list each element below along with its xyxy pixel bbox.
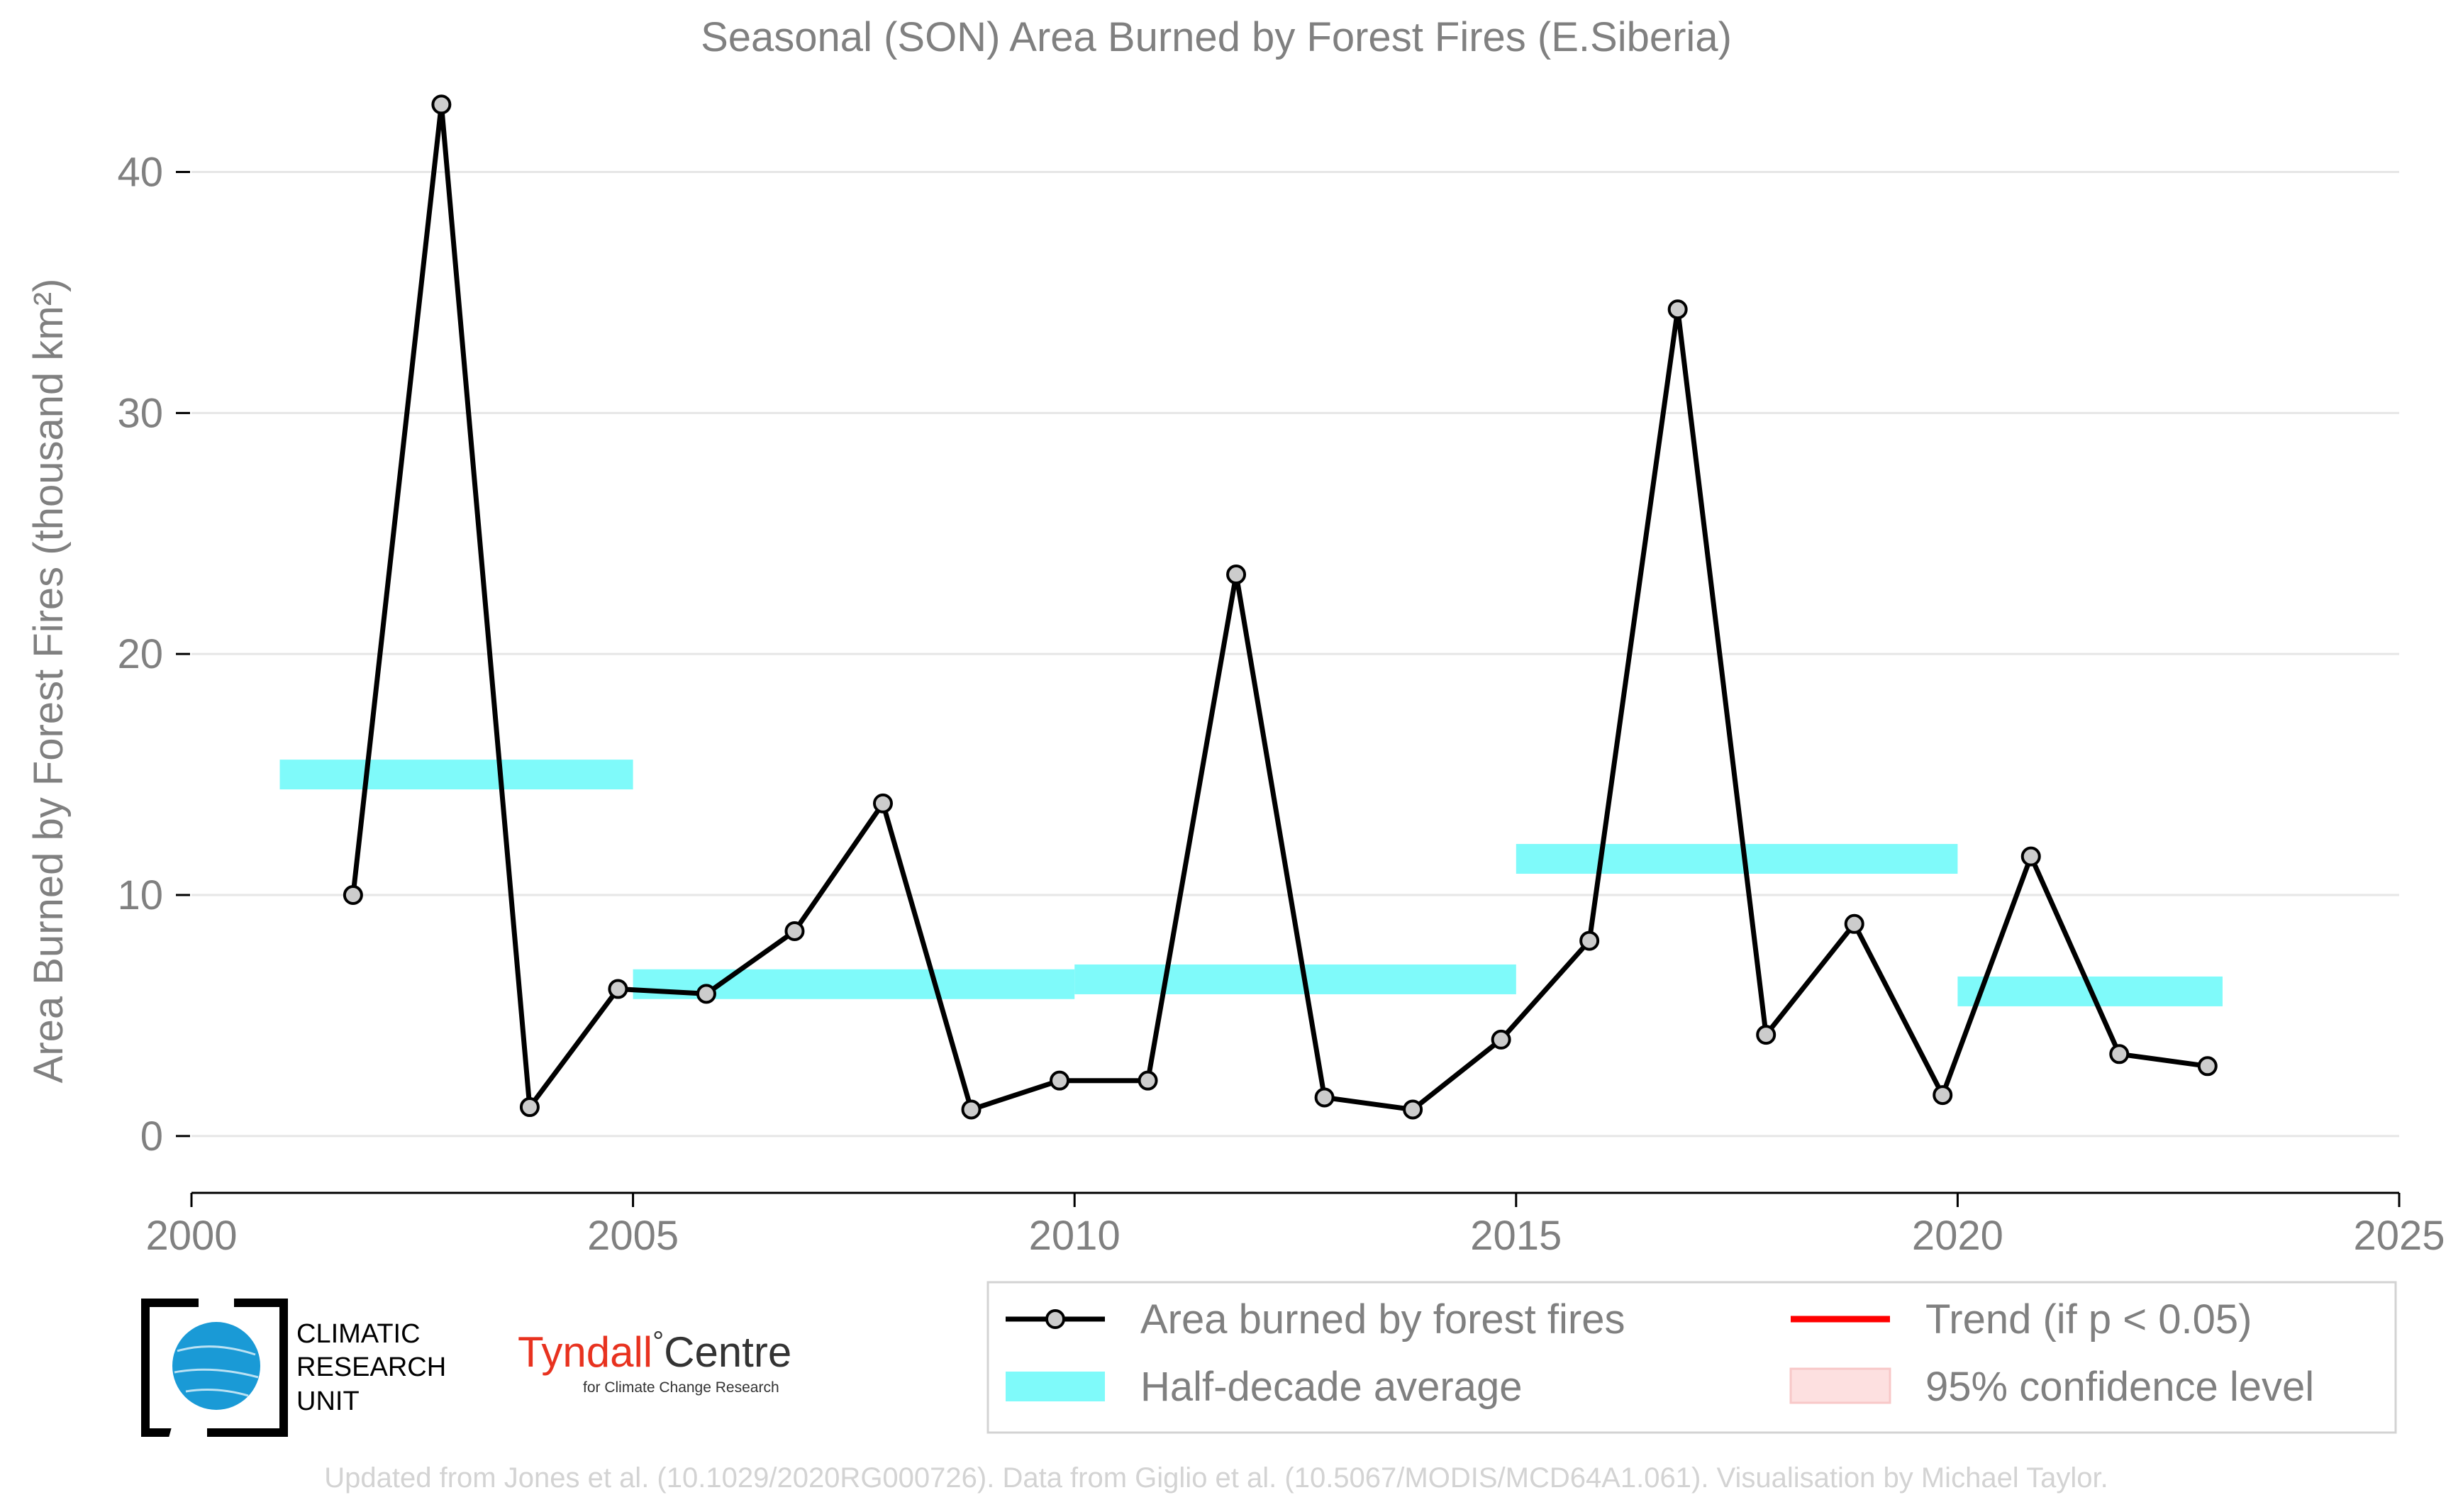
y-tick-label-30: 30 [117, 390, 163, 436]
y-tick-label-10: 10 [117, 872, 163, 918]
data-point-4 [696, 984, 716, 1004]
series-line-area-burned [350, 101, 2208, 1112]
legend-marker-swatch [1045, 1309, 1065, 1329]
x-axis: 2000 2005 2010 2015 2020 2025 [145, 1191, 2445, 1259]
data-point-1 [431, 94, 452, 115]
tyndall-logo: Tyndall°Centre for Climate Change Resear… [518, 1326, 791, 1396]
cru-logo-bracket-right [207, 1299, 288, 1437]
legend-frame [986, 1281, 2397, 1434]
chart-title: Seasonal (SON) Area Burned by Forest Fir… [701, 14, 1732, 60]
data-point-12 [1403, 1099, 1423, 1120]
data-point-5 [784, 921, 805, 941]
legend-confidence-swatch [1789, 1367, 1891, 1404]
half-decade-band-0 [279, 760, 633, 790]
series-markers [343, 94, 2218, 1120]
data-point-7 [961, 1099, 982, 1120]
x-tick-label-2005: 2005 [587, 1213, 679, 1259]
globe-icon [172, 1322, 260, 1410]
cru-logo-bracket-left [141, 1299, 199, 1437]
data-point-15 [1667, 299, 1688, 320]
data-point-19 [2020, 846, 2041, 867]
data-point-3 [608, 979, 628, 999]
data-point-14 [1579, 930, 1600, 951]
data-point-21 [2197, 1056, 2218, 1077]
data-point-2 [519, 1097, 540, 1118]
data-point-13 [1491, 1029, 1511, 1050]
tyndall-logo-wordmark: Tyndall°Centre [518, 1326, 791, 1376]
x-tick-label-2020: 2020 [1912, 1213, 2003, 1259]
cru-logo-text-line2: RESEARCH [296, 1352, 446, 1382]
data-point-17 [1844, 913, 1864, 934]
cru-logo: CLIMATIC RESEARCH UNIT [141, 1296, 446, 1440]
y-tick-label-20: 20 [117, 631, 163, 677]
data-point-8 [1050, 1070, 1070, 1091]
data-point-20 [2109, 1044, 2130, 1064]
gridlines [191, 171, 2399, 1138]
data-point-9 [1138, 1070, 1158, 1091]
y-axis-label: Area Burned by Forest Fires (thousand km… [26, 279, 72, 1084]
y-tick-label-0: 0 [140, 1113, 163, 1160]
half-decade-average-bands [279, 760, 2223, 1006]
x-tick-label-2025: 2025 [2353, 1213, 2445, 1259]
x-tick-label-2010: 2010 [1029, 1213, 1121, 1259]
cru-logo-text-line1: CLIMATIC [296, 1319, 421, 1349]
data-point-16 [1756, 1025, 1777, 1045]
series-area-burned [350, 101, 2208, 1112]
legend-label-area-burned: Area burned by forest fires [1140, 1296, 1625, 1343]
data-point-11 [1314, 1087, 1335, 1108]
cru-logo-text-line3: UNIT [296, 1386, 360, 1416]
x-tick-label-2015: 2015 [1470, 1213, 1562, 1259]
data-point-10 [1226, 565, 1247, 585]
x-tick-label-2000: 2000 [145, 1213, 237, 1259]
legend-label-trend: Trend (if p < 0.05) [1925, 1296, 2252, 1343]
legend-label-half-decade: Half-decade average [1140, 1364, 1522, 1410]
data-point-18 [1933, 1085, 1953, 1106]
data-point-6 [872, 793, 893, 813]
tyndall-logo-subtitle: for Climate Change Research [583, 1379, 779, 1396]
data-point-0 [343, 885, 363, 906]
legend: Area burned by forest fires Trend (if p … [986, 1281, 2397, 1434]
legend-label-confidence: 95% confidence level [1925, 1364, 2314, 1410]
y-tick-label-40: 40 [117, 150, 163, 196]
legend-band-swatch [1006, 1372, 1105, 1401]
footer-credit: Updated from Jones et al. (10.1029/2020R… [324, 1462, 2108, 1494]
half-decade-band-2 [1074, 964, 1516, 994]
y-axis-ticks: 0 10 20 30 40 [117, 150, 190, 1160]
half-decade-band-3 [1516, 844, 1958, 874]
